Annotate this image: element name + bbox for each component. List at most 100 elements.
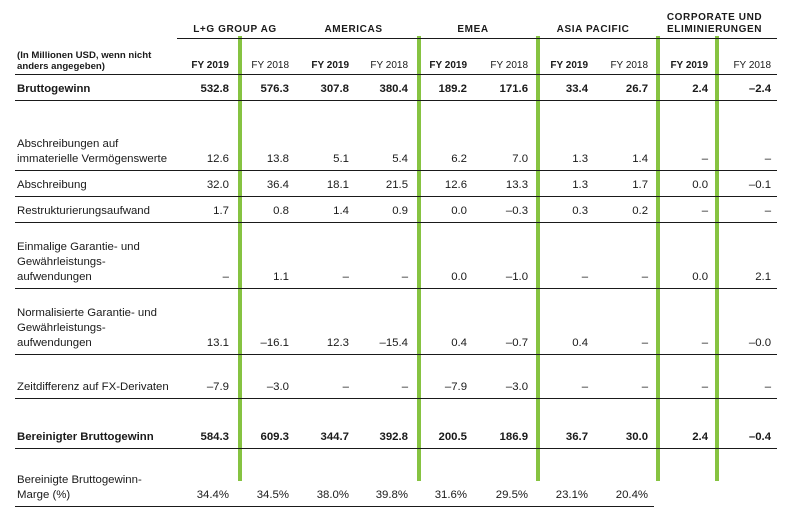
value-cell: –0.4 — [714, 398, 778, 449]
group-header: AMERICAS — [295, 6, 415, 39]
value-cell: 609.3 — [235, 398, 296, 449]
row-label: Einmalige Garantie- und Gewährleistungs-… — [15, 222, 177, 289]
value-cell: 13.8 — [235, 100, 296, 171]
table-row: Normalisierte Garantie- und Gewährleistu… — [15, 288, 778, 355]
year-header: FY 2018 — [594, 38, 655, 75]
row-label: Bruttogewinn — [15, 74, 177, 101]
value-cell: 21.5 — [355, 170, 415, 197]
group-header-row: L+G GROUP AG AMERICAS EMEA ASIA PACIFIC … — [15, 6, 778, 39]
value-cell: –2.4 — [714, 74, 778, 101]
value-cell: – — [714, 354, 778, 399]
value-cell: 18.1 — [295, 170, 356, 197]
value-cell: 2.4 — [654, 398, 715, 449]
value-cell: – — [594, 354, 655, 399]
value-cell: 1.7 — [177, 196, 235, 223]
row-label: Abschreibung — [15, 170, 177, 197]
value-cell: 5.4 — [355, 100, 415, 171]
value-cell: –0.7 — [473, 288, 535, 355]
value-cell — [654, 473, 714, 507]
year-header: FY 2019 — [414, 38, 474, 75]
value-cell: – — [654, 100, 715, 171]
value-cell — [714, 473, 777, 507]
value-cell: 32.0 — [177, 170, 235, 197]
value-cell: 29.5% — [473, 473, 535, 507]
value-cell: – — [654, 354, 715, 399]
value-cell: –16.1 — [235, 288, 296, 355]
table-row: Einmalige Garantie- und Gewährleistungs-… — [15, 222, 778, 289]
row-label: Restrukturierungsaufwand — [15, 196, 177, 223]
value-cell: 0.0 — [654, 222, 715, 289]
value-cell: 1.3 — [534, 170, 595, 197]
value-cell: – — [654, 196, 715, 223]
year-header: FY 2018 — [714, 38, 778, 75]
value-cell: 344.7 — [295, 398, 356, 449]
value-cell: 0.0 — [414, 222, 474, 289]
value-cell: 23.1% — [534, 473, 595, 507]
table-row: Zeitdifferenz auf FX-Derivaten –7.9 –3.0– –… — [15, 354, 778, 399]
value-cell: – — [654, 288, 715, 355]
value-cell: 392.8 — [355, 398, 415, 449]
value-cell: 0.9 — [355, 196, 415, 223]
value-cell: 307.8 — [295, 74, 356, 101]
table-row: Abschreibungen auf immaterielle Vermögen… — [15, 100, 778, 171]
value-cell: 186.9 — [473, 398, 535, 449]
row-label: Normalisierte Garantie- und Gewährleistu… — [15, 288, 177, 355]
table-row: Bereinigte Bruttogewinn-Marge (%) 34.4% 34… — [15, 473, 777, 507]
value-cell: –7.9 — [414, 354, 474, 399]
value-cell: 380.4 — [355, 74, 415, 101]
value-cell: 6.2 — [414, 100, 474, 171]
row-label: Bereinigte Bruttogewinn-Marge (%) — [15, 473, 177, 507]
unit-note: (In Millionen USD, wenn nicht anders ang… — [15, 38, 177, 75]
table-row: Restrukturierungsaufwand 1.7 0.8 1.4 0.9 0.0–… — [15, 196, 778, 223]
value-cell: 1.4 — [594, 100, 655, 171]
row-label: Zeitdifferenz auf FX-Derivaten — [15, 354, 177, 399]
value-cell: 1.3 — [534, 100, 595, 171]
row-label: Bereinigter Bruttogewinn — [15, 398, 177, 449]
year-header: FY 2019 — [534, 38, 595, 75]
value-cell: 189.2 — [414, 74, 474, 101]
value-cell: 0.3 — [534, 196, 595, 223]
value-cell: 1.4 — [295, 196, 356, 223]
year-header: FY 2019 — [177, 38, 235, 75]
value-cell: –1.0 — [473, 222, 535, 289]
value-cell: 0.0 — [654, 170, 715, 197]
year-header: FY 2018 — [473, 38, 535, 75]
value-cell: 576.3 — [235, 74, 296, 101]
year-header: FY 2019 — [654, 38, 715, 75]
row-label: Abschreibungen auf immaterielle Vermögen… — [15, 100, 177, 171]
value-cell: 0.0 — [414, 196, 474, 223]
value-cell: – — [594, 288, 655, 355]
value-cell: 532.8 — [177, 74, 235, 101]
year-header: FY 2018 — [235, 38, 296, 75]
value-cell: 36.7 — [534, 398, 595, 449]
table-body: Bruttogewinn 532.8 576.3 307.8 380.4 189.2 171… — [15, 74, 778, 507]
value-cell: 0.4 — [414, 288, 474, 355]
value-cell: 34.5% — [235, 473, 296, 507]
value-cell: 200.5 — [414, 398, 474, 449]
value-cell: 34.4% — [177, 473, 235, 507]
financial-table: L+G GROUP AG AMERICAS EMEA ASIA PACIFIC … — [15, 6, 778, 507]
value-cell: 13.1 — [177, 288, 235, 355]
value-cell: 26.7 — [594, 74, 655, 101]
value-cell: 0.2 — [594, 196, 655, 223]
value-cell: 36.4 — [235, 170, 296, 197]
value-cell: –0.1 — [714, 170, 778, 197]
value-cell: – — [295, 222, 356, 289]
value-cell: – — [534, 222, 595, 289]
value-cell: – — [177, 222, 235, 289]
value-cell: 33.4 — [534, 74, 595, 101]
value-cell: – — [355, 222, 415, 289]
value-cell: – — [714, 100, 778, 171]
year-header-row: (In Millionen USD, wenn nicht anders ang… — [15, 38, 778, 75]
value-cell: 30.0 — [594, 398, 655, 449]
value-cell: 1.7 — [594, 170, 655, 197]
value-cell: – — [295, 354, 356, 399]
value-cell: 39.8% — [355, 473, 415, 507]
group-header: ASIA PACIFIC — [534, 6, 655, 39]
value-cell: 2.1 — [714, 222, 778, 289]
value-cell: –3.0 — [235, 354, 296, 399]
table-row: Bereinigter Bruttogewinn 584.3 609.3 344.7 3… — [15, 398, 778, 449]
value-cell: 12.6 — [414, 170, 474, 197]
year-header: FY 2019 — [295, 38, 356, 75]
value-cell: –7.9 — [177, 354, 235, 399]
